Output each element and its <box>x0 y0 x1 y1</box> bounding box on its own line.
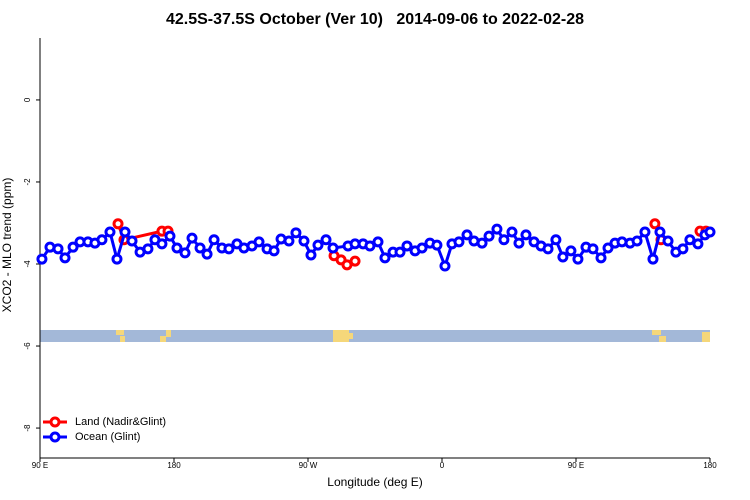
data-point <box>550 234 562 246</box>
y-tick-label: -4 <box>23 260 32 268</box>
data-point <box>327 242 339 254</box>
data-point <box>298 235 310 247</box>
data-point <box>156 238 168 250</box>
data-point <box>416 242 428 254</box>
data-point <box>164 230 176 242</box>
y-tick-label: -8 <box>23 424 32 432</box>
x-axis-label: Longitude (deg E) <box>327 475 422 489</box>
legend-marker <box>49 431 61 443</box>
data-point <box>565 245 577 257</box>
data-point <box>208 234 220 246</box>
data-point <box>36 253 48 265</box>
chart-title: 42.5S-37.5S October (Ver 10) 2014-09-06 … <box>166 11 584 28</box>
data-point <box>305 249 317 261</box>
data-point <box>491 223 503 235</box>
y-tick-label: 0 <box>23 97 32 102</box>
data-point <box>372 236 384 248</box>
x-tick-label: 90 E <box>568 461 584 470</box>
data-point <box>662 235 674 247</box>
data-point <box>112 218 124 230</box>
data-point <box>506 226 518 238</box>
data-point <box>595 252 607 264</box>
legend-marker <box>49 416 61 428</box>
data-point <box>268 245 280 257</box>
data-point <box>587 243 599 255</box>
data-point <box>312 239 324 251</box>
data-point <box>677 243 689 255</box>
data-point <box>394 246 406 258</box>
data-point <box>654 226 666 238</box>
x-tick-label: 90 W <box>299 461 318 470</box>
data-point <box>476 237 488 249</box>
data-point <box>498 234 510 246</box>
data-point <box>483 230 495 242</box>
data-point <box>179 247 191 259</box>
data-point <box>513 237 525 249</box>
data-point <box>96 234 108 246</box>
data-point <box>649 218 661 230</box>
data-point <box>401 240 413 252</box>
data-point <box>67 241 79 253</box>
data-point <box>692 238 704 250</box>
data-point <box>59 252 71 264</box>
data-point <box>320 234 332 246</box>
data-point <box>439 260 451 272</box>
data-point <box>602 242 614 254</box>
data-point <box>639 226 651 238</box>
data-point <box>557 251 569 263</box>
x-tick-label: 0 <box>440 461 445 470</box>
data-point <box>453 236 465 248</box>
data-point <box>52 243 64 255</box>
data-point <box>119 226 131 238</box>
data-point <box>647 253 659 265</box>
data-point <box>126 235 138 247</box>
data-point <box>104 226 116 238</box>
data-point <box>631 235 643 247</box>
data-point <box>379 252 391 264</box>
land-ocean-strip <box>40 330 710 342</box>
data-point <box>111 253 123 265</box>
data-point <box>572 253 584 265</box>
data-point <box>201 248 213 260</box>
data-point <box>290 227 302 239</box>
y-tick-label: -2 <box>23 178 32 186</box>
data-point <box>349 255 361 267</box>
data-point <box>364 240 376 252</box>
data-point <box>461 229 473 241</box>
x-tick-label: 180 <box>167 461 181 470</box>
data-point <box>171 242 183 254</box>
y-axis-label: XCO2 - MLO trend (ppm) <box>0 178 14 313</box>
data-point <box>142 243 154 255</box>
data-point <box>704 226 716 238</box>
y-tick-label: -6 <box>23 342 32 350</box>
legend-label: Land (Nadir&Glint) <box>75 416 166 428</box>
data-point <box>520 229 532 241</box>
data-point <box>431 239 443 251</box>
x-tick-label: 180 <box>703 461 717 470</box>
data-point <box>542 243 554 255</box>
data-point <box>684 234 696 246</box>
data-point <box>194 242 206 254</box>
data-point <box>186 232 198 244</box>
data-point <box>283 235 295 247</box>
data-point <box>223 243 235 255</box>
legend-label: Ocean (Glint) <box>75 431 140 443</box>
x-tick-label: 90 E <box>32 461 48 470</box>
data-point <box>253 236 265 248</box>
